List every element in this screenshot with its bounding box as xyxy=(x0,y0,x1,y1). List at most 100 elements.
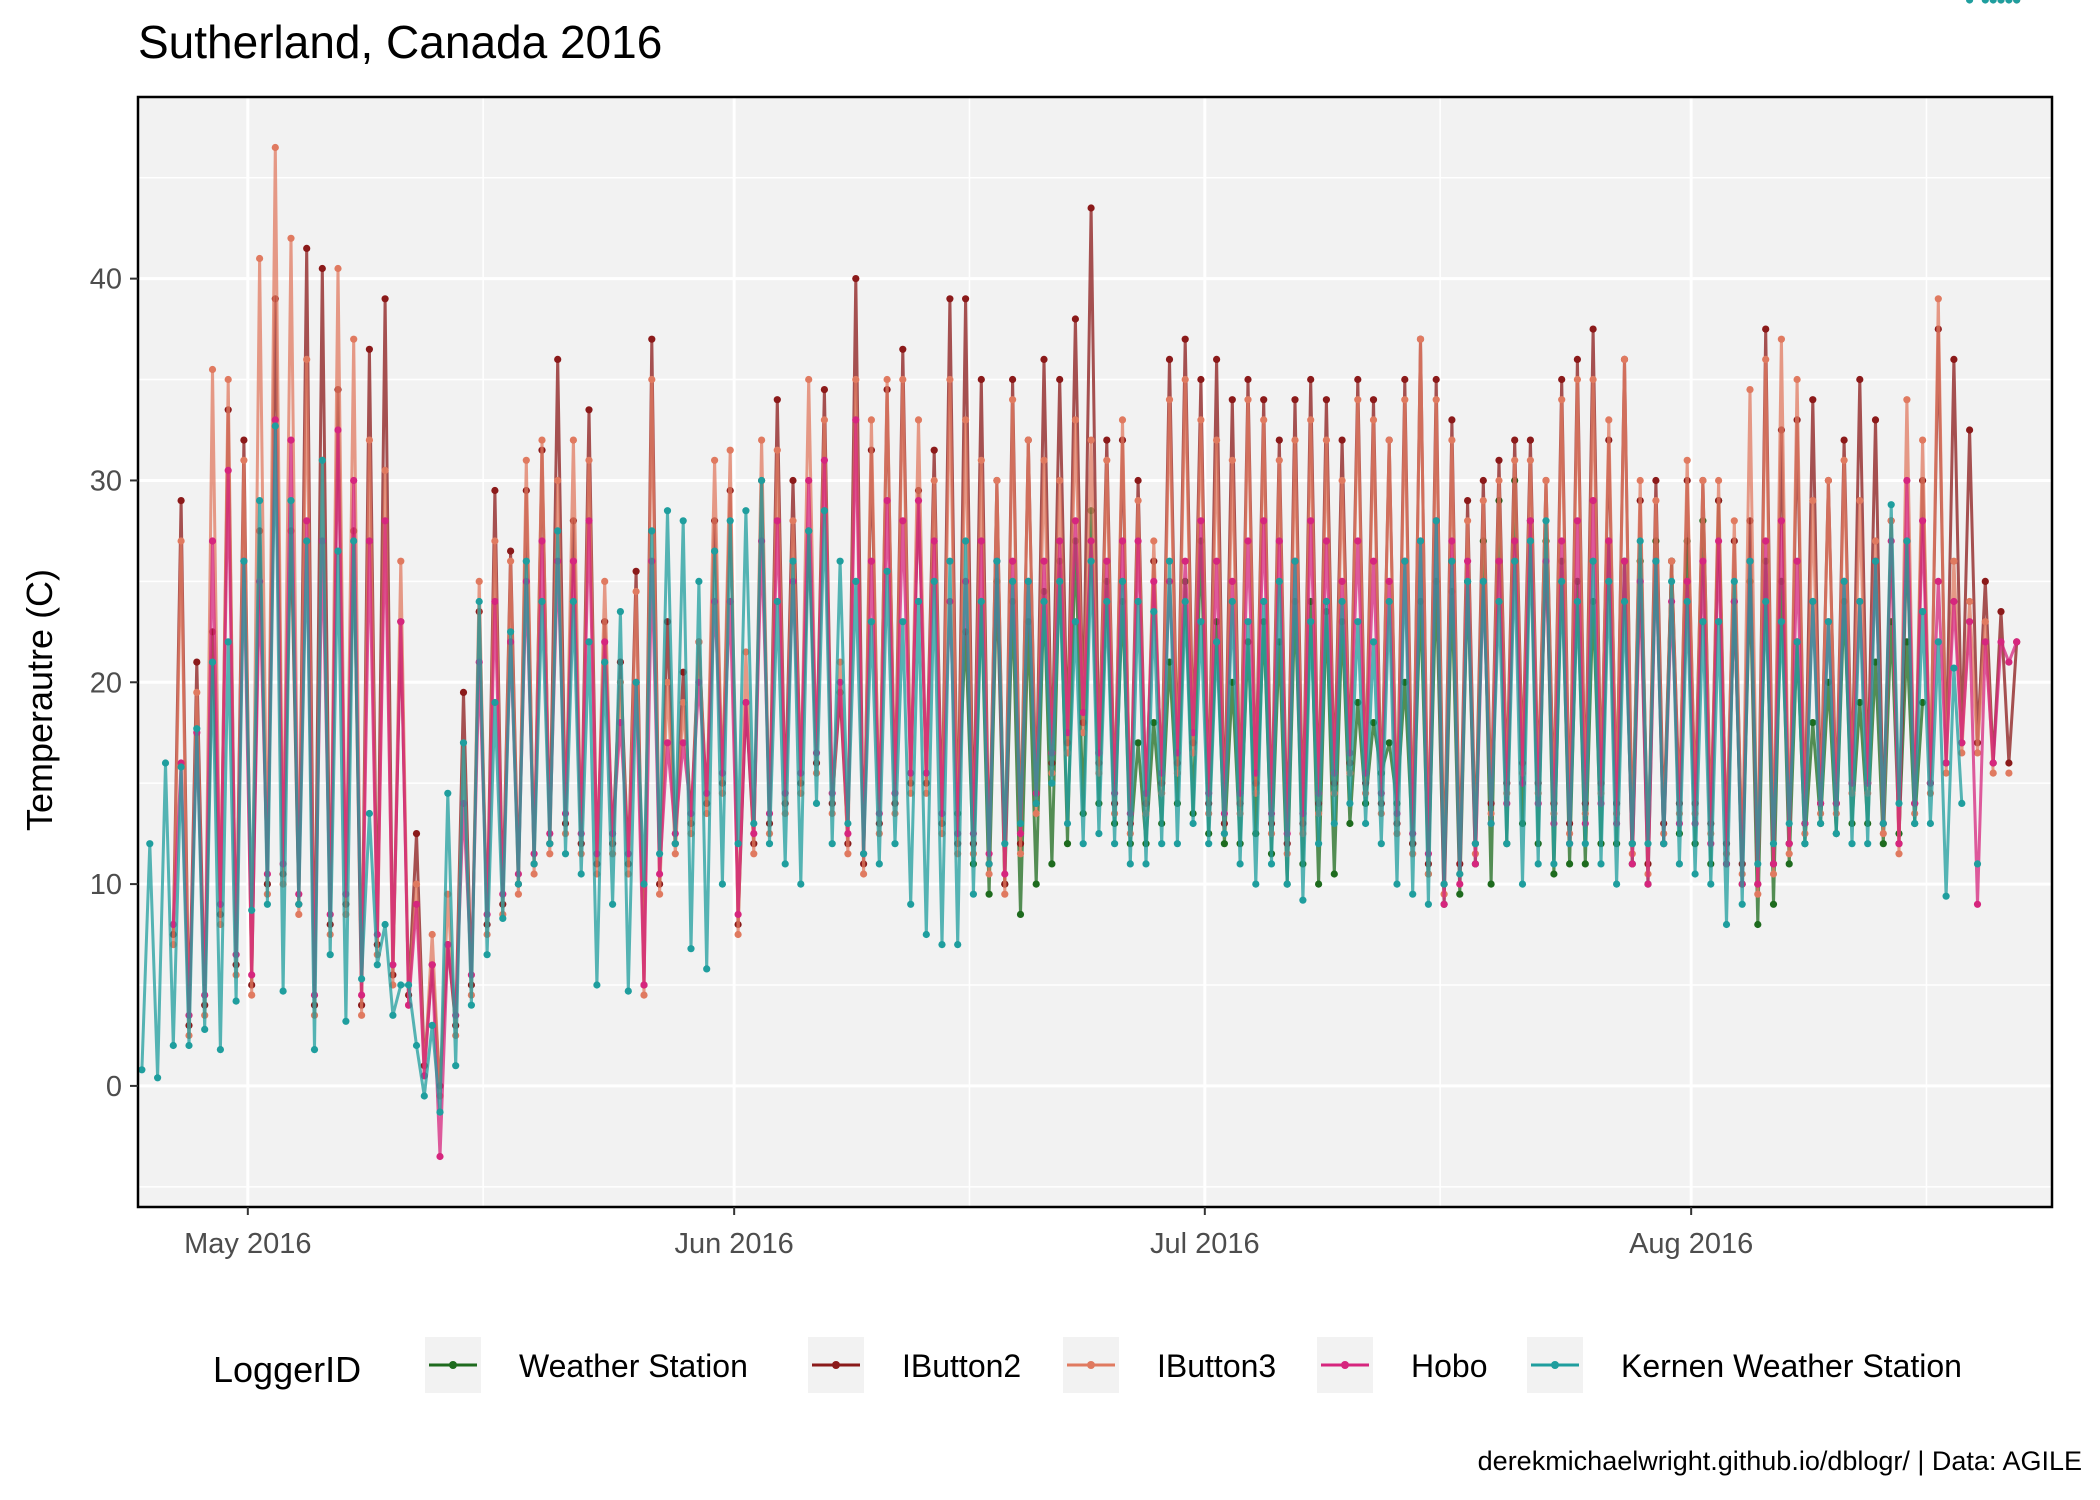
data-point xyxy=(750,850,758,858)
data-point xyxy=(193,725,201,733)
data-point xyxy=(1213,557,1221,565)
data-point xyxy=(789,517,797,525)
data-point xyxy=(797,880,805,888)
data-point xyxy=(946,557,954,565)
data-point xyxy=(1369,416,1378,424)
data-point xyxy=(310,1046,319,1054)
data-point xyxy=(428,1021,436,1029)
data-point xyxy=(663,739,672,747)
data-point xyxy=(1315,880,1323,888)
data-point xyxy=(601,638,609,646)
data-point xyxy=(1424,900,1432,908)
data-point xyxy=(569,557,578,565)
data-point xyxy=(1879,830,1887,838)
data-point xyxy=(1683,597,1691,606)
data-point xyxy=(1142,860,1150,868)
data-point xyxy=(585,456,593,464)
y-tick-label: 40 xyxy=(90,264,122,296)
data-point xyxy=(742,698,750,707)
data-point xyxy=(248,906,256,914)
data-point xyxy=(1377,840,1385,848)
data-point xyxy=(1997,608,2005,616)
data-point xyxy=(1158,840,1166,848)
data-point xyxy=(1503,840,1511,848)
data-point xyxy=(1973,860,1982,868)
legend-key-point xyxy=(1551,1361,1559,1369)
data-point xyxy=(1016,830,1025,838)
data-point xyxy=(397,557,405,565)
data-point xyxy=(146,840,154,848)
data-point xyxy=(381,295,389,303)
data-point xyxy=(365,537,373,545)
legend-key-point xyxy=(449,1361,457,1369)
data-point xyxy=(1966,0,1974,4)
data-point xyxy=(969,890,978,898)
data-point xyxy=(1722,920,1731,929)
data-point xyxy=(687,945,695,953)
data-point xyxy=(648,375,656,384)
data-point xyxy=(177,497,185,505)
data-point xyxy=(1495,597,1503,606)
data-point xyxy=(208,658,217,666)
data-point xyxy=(271,143,279,152)
data-point xyxy=(1440,900,1448,908)
data-point xyxy=(1009,577,1017,586)
data-point xyxy=(1840,577,1848,586)
data-point xyxy=(1346,819,1354,828)
data-point xyxy=(1487,880,1495,888)
data-point xyxy=(256,254,264,263)
data-point xyxy=(805,476,813,485)
data-point xyxy=(1197,517,1205,525)
data-point xyxy=(1817,819,1825,828)
data-point xyxy=(1056,375,1064,384)
data-point xyxy=(1401,375,1409,384)
data-point xyxy=(1973,749,1982,757)
data-point xyxy=(1103,456,1111,464)
data-point xyxy=(193,688,201,697)
data-point xyxy=(2013,638,2021,646)
legend-title: LoggerID xyxy=(213,1349,361,1390)
data-point xyxy=(993,557,1001,565)
data-point xyxy=(1926,819,1934,828)
data-point xyxy=(1526,517,1534,525)
data-point xyxy=(1307,416,1315,424)
data-point xyxy=(381,920,389,929)
data-point xyxy=(867,416,876,424)
data-point xyxy=(491,537,499,545)
data-point xyxy=(1566,860,1574,868)
data-point xyxy=(1103,557,1111,565)
data-point xyxy=(1730,577,1738,586)
data-point xyxy=(726,446,734,454)
data-point xyxy=(922,769,930,777)
data-point xyxy=(640,991,648,999)
legend-key-point xyxy=(1341,1361,1349,1369)
data-point xyxy=(358,975,366,983)
data-point xyxy=(1197,416,1205,424)
data-point xyxy=(1220,830,1228,838)
data-point xyxy=(1040,355,1048,363)
data-point xyxy=(1589,557,1597,565)
data-point xyxy=(867,618,876,626)
data-point xyxy=(1362,819,1370,828)
data-point xyxy=(1605,577,1613,586)
data-point xyxy=(1683,577,1691,586)
data-point xyxy=(765,840,774,848)
data-point xyxy=(1769,900,1778,908)
data-point xyxy=(1150,608,1158,616)
data-point xyxy=(1879,819,1887,828)
data-point xyxy=(1620,355,1629,363)
data-point xyxy=(1134,739,1142,747)
data-point xyxy=(671,840,679,848)
data-point xyxy=(726,517,734,525)
data-point xyxy=(1566,840,1574,848)
data-point xyxy=(1048,779,1056,787)
data-point xyxy=(240,456,248,464)
data-point xyxy=(1181,557,1189,565)
data-point xyxy=(1769,840,1778,848)
data-point xyxy=(1824,476,1832,485)
data-point xyxy=(1668,557,1676,565)
data-point xyxy=(569,436,578,444)
chart-title: Sutherland, Canada 2016 xyxy=(138,16,662,68)
data-point xyxy=(161,759,170,767)
data-point xyxy=(1165,396,1174,404)
